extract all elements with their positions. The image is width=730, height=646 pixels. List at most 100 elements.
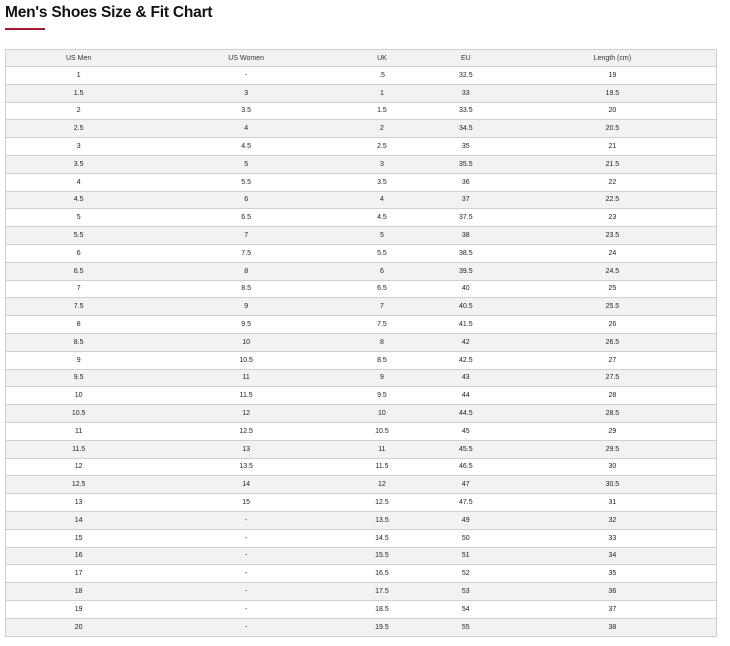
cell-eu: 44 (422, 386, 509, 405)
table-row: 6.5 8 6 39.5 24.5 (5, 261, 717, 281)
cell-us-men: 3.5 (5, 154, 152, 174)
cell-uk: 10 (341, 404, 423, 423)
cell-us-men: 6.5 (5, 261, 152, 281)
table-row: 13 15 12.5 47.5 31 (5, 493, 717, 512)
cell-eu: 42 (422, 332, 509, 352)
table-row: 11.5 13 11 45.5 29.5 (5, 439, 717, 459)
cell-length: 30.5 (508, 475, 717, 494)
cell-uk: 8 (341, 332, 423, 352)
cell-eu: 49 (422, 510, 509, 530)
cell-us-men: 9.5 (5, 368, 152, 387)
cell-length: 28.5 (508, 404, 717, 423)
cell-us-women: 7.5 (151, 243, 341, 263)
cell-us-women: 11 (151, 368, 341, 387)
cell-uk: 7 (341, 297, 423, 316)
table-row: 4.5 6 4 37 22.5 (5, 190, 717, 209)
cell-us-women: 9 (151, 297, 341, 316)
cell-us-men: 19 (5, 599, 152, 619)
cell-us-women: 10 (151, 332, 341, 352)
cell-us-men: 17 (5, 564, 152, 583)
cell-eu: 37 (422, 190, 509, 209)
table-row: 11 12.5 10.5 45 29 (5, 421, 717, 441)
cell-length: 30 (508, 457, 717, 476)
cell-us-women: - (151, 564, 341, 583)
table-row: 16-15.5 51 34 (5, 546, 717, 565)
cell-eu: 45.5 (422, 439, 509, 459)
cell-length: 26 (508, 315, 717, 334)
cell-eu: 39.5 (422, 261, 509, 281)
cell-uk: 1.5 (341, 101, 423, 120)
table-row: 17-16.5 52 35 (5, 564, 717, 583)
table-row: 12 13.5 11.5 46.5 30 (5, 457, 717, 476)
cell-length: 23.5 (508, 226, 717, 245)
cell-length: 20 (508, 101, 717, 120)
cell-us-women: - (151, 510, 341, 530)
table-row: 12.5 14 12 47 30.5 (5, 475, 717, 494)
cell-eu: 53 (422, 582, 509, 601)
cell-length: 36 (508, 582, 717, 601)
cell-length: 19.5 (508, 83, 717, 103)
cell-uk: 1 (341, 83, 423, 103)
cell-eu: 51 (422, 546, 509, 565)
cell-length: 24.5 (508, 261, 717, 281)
cell-length: 32 (508, 510, 717, 530)
header-us-women: US Women (151, 49, 341, 67)
table-row: 1.5 3 1 33 19.5 (5, 83, 717, 103)
table-row: 18-17.5 53 36 (5, 582, 717, 601)
cell-uk: 13.5 (341, 510, 423, 530)
cell-us-women: 5 (151, 154, 341, 174)
cell-us-men: 1 (5, 66, 152, 85)
cell-length: 26.5 (508, 332, 717, 352)
cell-uk: 11.5 (341, 457, 423, 476)
cell-uk: 4.5 (341, 208, 423, 227)
cell-eu: 54 (422, 599, 509, 619)
cell-length: 38 (508, 617, 717, 636)
table-row: 19-18.5 54 37 (5, 599, 717, 619)
cell-uk: 4 (341, 190, 423, 209)
cell-length: 21 (508, 137, 717, 156)
cell-us-men: 10 (5, 386, 152, 405)
cell-uk: 16.5 (341, 564, 423, 583)
table-row: 10.5 12 10 44.5 28.5 (5, 404, 717, 423)
cell-us-men: 7 (5, 279, 152, 298)
cell-eu: 38 (422, 226, 509, 245)
cell-us-women: 14 (151, 475, 341, 494)
cell-eu: 41.5 (422, 315, 509, 334)
cell-us-women: 7 (151, 226, 341, 245)
cell-length: 29.5 (508, 439, 717, 459)
cell-uk: 6 (341, 261, 423, 281)
cell-eu: 34.5 (422, 119, 509, 138)
cell-length: 33 (508, 528, 717, 548)
cell-us-men: 11.5 (5, 439, 152, 459)
cell-us-men: 9 (5, 350, 152, 370)
cell-us-women: 15 (151, 493, 341, 512)
cell-us-men: 10.5 (5, 404, 152, 423)
cell-eu: 47 (422, 475, 509, 494)
cell-us-women: 8 (151, 261, 341, 281)
cell-us-women: 9.5 (151, 315, 341, 334)
cell-length: 24 (508, 243, 717, 263)
cell-uk: 18.5 (341, 599, 423, 619)
cell-eu: 32.5 (422, 66, 509, 85)
table-row: 14-13.5 49 32 (5, 510, 717, 530)
cell-us-men: 4.5 (5, 190, 152, 209)
cell-us-women: 11.5 (151, 386, 341, 405)
cell-uk: 9 (341, 368, 423, 387)
cell-eu: 46.5 (422, 457, 509, 476)
cell-us-men: 20 (5, 617, 152, 636)
table-row: 10 11.5 9.5 44 28 (5, 386, 717, 405)
cell-length: 31 (508, 493, 717, 512)
cell-uk: 19.5 (341, 617, 423, 636)
cell-uk: 6.5 (341, 279, 423, 298)
cell-uk: .5 (341, 66, 423, 85)
cell-uk: 5.5 (341, 243, 423, 263)
cell-us-women: - (151, 599, 341, 619)
cell-us-women: 5.5 (151, 172, 341, 192)
cell-us-men: 4 (5, 172, 152, 192)
cell-us-men: 11 (5, 421, 152, 441)
cell-us-men: 2.5 (5, 119, 152, 138)
cell-uk: 10.5 (341, 421, 423, 441)
cell-uk: 3 (341, 154, 423, 174)
cell-eu: 35 (422, 137, 509, 156)
cell-us-women: - (151, 617, 341, 636)
